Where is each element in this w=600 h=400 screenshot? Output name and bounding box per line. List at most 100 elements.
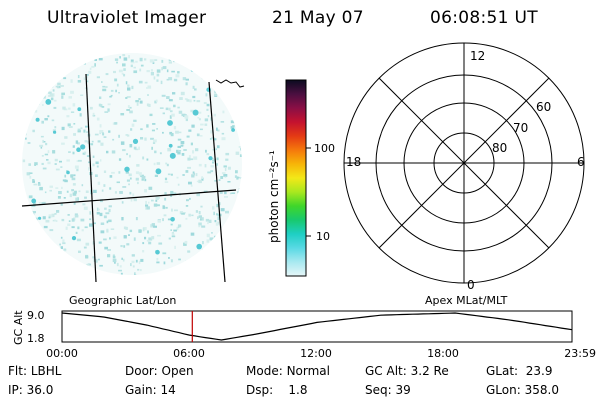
emission-speck	[218, 179, 221, 181]
emission-speck	[171, 233, 175, 237]
emission-speck	[118, 92, 120, 94]
emission-speck	[77, 130, 81, 133]
emission-speck	[57, 196, 61, 199]
altitude-axis-label: GC Alt	[12, 310, 25, 345]
emission-speck	[175, 74, 180, 78]
emission-speck	[153, 139, 157, 143]
emission-speck	[81, 229, 84, 232]
emission-speck	[42, 95, 46, 99]
emission-speck	[147, 85, 152, 89]
emission-speck	[144, 189, 147, 193]
emission-speck	[42, 104, 44, 106]
emission-speck	[184, 98, 188, 101]
mlat-label-70: 70	[513, 121, 528, 135]
emission-speck	[133, 70, 138, 74]
emission-speck	[22, 123, 25, 127]
emission-speck	[205, 149, 207, 153]
emission-speck	[67, 214, 70, 216]
emission-speck	[38, 68, 42, 71]
emission-speck	[66, 190, 69, 193]
emission-speck	[89, 211, 92, 215]
emission-speck	[72, 192, 77, 196]
emission-bright-spot	[208, 156, 213, 161]
emission-speck	[235, 258, 239, 262]
status-dsp: Dsp: 1.8	[246, 383, 308, 397]
emission-speck	[32, 129, 35, 133]
emission-speck	[130, 128, 133, 131]
emission-speck	[31, 80, 35, 84]
emission-speck	[89, 218, 92, 221]
emission-speck	[119, 56, 121, 59]
emission-speck	[100, 222, 105, 225]
emission-speck	[159, 107, 164, 109]
emission-speck	[184, 240, 188, 244]
emission-speck	[34, 164, 36, 166]
emission-speck	[166, 54, 168, 57]
observation-date: 21 May 07	[272, 8, 364, 28]
emission-speck	[185, 118, 188, 122]
emission-speck	[212, 206, 215, 210]
emission-speck	[76, 197, 79, 201]
emission-speck	[67, 223, 71, 226]
emission-speck	[134, 272, 136, 275]
emission-speck	[69, 193, 72, 198]
emission-speck	[138, 146, 140, 150]
emission-speck	[166, 78, 169, 81]
emission-speck	[198, 261, 201, 265]
emission-speck	[57, 74, 61, 77]
emission-speck	[32, 213, 35, 217]
emission-speck	[112, 138, 115, 141]
emission-speck	[229, 192, 232, 195]
coastline-outline	[215, 79, 245, 88]
polar-labels: 12 18 6 0 60 70 80	[346, 49, 585, 292]
emission-speck	[84, 226, 88, 229]
emission-speck	[76, 168, 79, 172]
emission-speck	[109, 95, 112, 98]
emission-speck	[217, 216, 220, 221]
status-ip: IP: 36.0	[8, 383, 54, 397]
emission-speck	[126, 179, 130, 182]
emission-speck	[122, 54, 126, 57]
emission-speck	[129, 177, 132, 180]
emission-speck	[234, 230, 239, 233]
emission-speck	[38, 202, 43, 205]
emission-speck	[62, 106, 66, 110]
emission-bright-spot	[170, 217, 175, 222]
emission-speck	[142, 156, 145, 160]
emission-speck	[160, 80, 163, 85]
emission-speck	[127, 105, 130, 108]
emission-speck	[70, 79, 73, 83]
emission-speck	[135, 171, 140, 175]
emission-speck	[25, 110, 28, 112]
emission-speck	[173, 104, 176, 108]
emission-speck	[23, 227, 27, 231]
emission-speck	[109, 175, 113, 178]
emission-speck	[50, 97, 54, 101]
emission-speck	[85, 242, 90, 246]
emission-speck	[158, 242, 163, 245]
emission-speck	[25, 81, 28, 85]
emission-speck	[133, 66, 136, 69]
emission-speck	[185, 205, 189, 207]
emission-speck	[111, 171, 115, 174]
emission-speck	[146, 70, 150, 73]
emission-bright-spot	[45, 99, 52, 105]
emission-speck	[209, 237, 214, 241]
emission-speck	[166, 69, 169, 73]
emission-speck	[54, 158, 58, 162]
emission-speck	[120, 272, 123, 275]
emission-speck	[123, 57, 128, 61]
emission-speck	[31, 254, 36, 257]
meridian-line	[208, 81, 226, 283]
emission-speck	[84, 151, 87, 154]
emission-speck	[36, 272, 38, 275]
emission-speck	[232, 247, 236, 251]
emission-speck	[96, 211, 100, 215]
emission-speck	[130, 64, 133, 68]
emission-speck	[104, 111, 109, 113]
emission-speck	[195, 273, 197, 275]
emission-speck	[92, 155, 95, 158]
emission-speck	[82, 61, 86, 65]
emission-speck	[235, 151, 240, 155]
emission-speck	[26, 273, 28, 275]
